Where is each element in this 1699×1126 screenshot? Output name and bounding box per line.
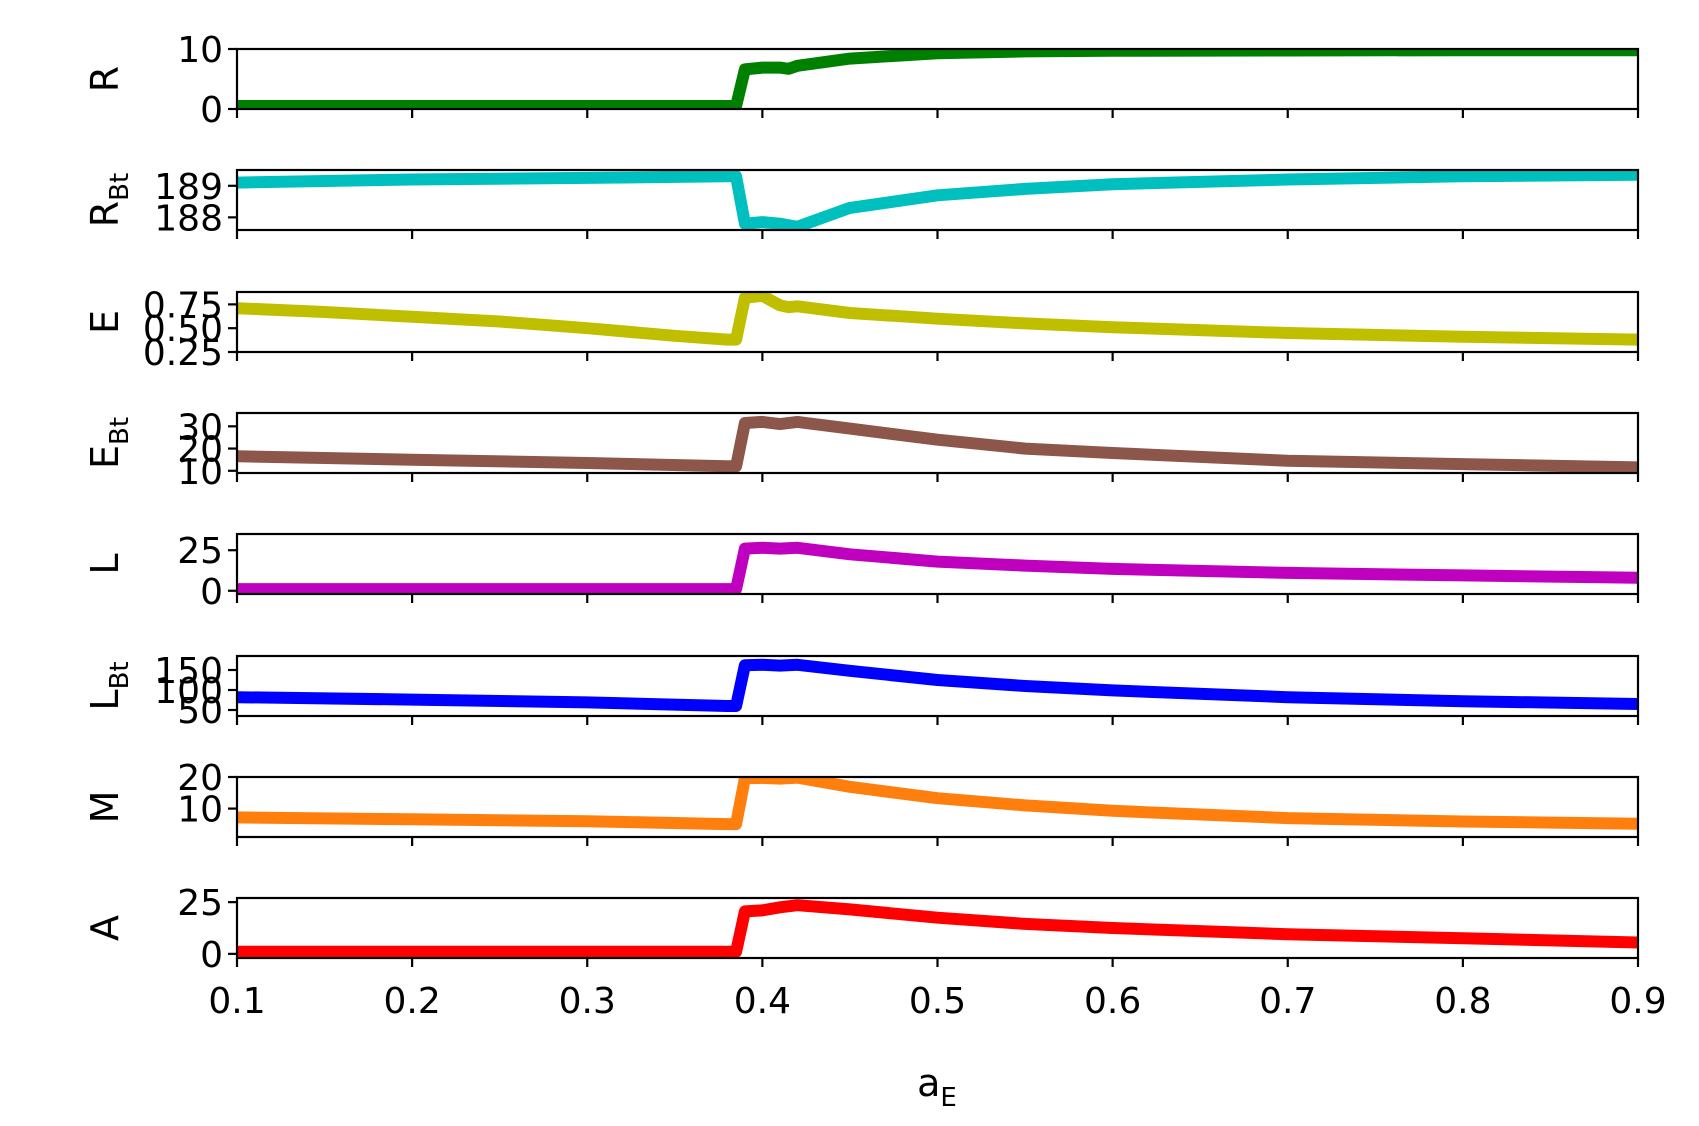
series-line-6 xyxy=(237,777,1638,831)
y-axis-label-sub: Bt xyxy=(105,173,135,201)
panel-0: 0 10 R xyxy=(83,30,1640,131)
y-tick-label: 30 xyxy=(177,407,223,448)
panel-7: 0 25 A xyxy=(83,883,1640,976)
x-tick-label: 0.8 xyxy=(1434,981,1491,1022)
series-line-1 xyxy=(237,170,1638,230)
y-axis-label-1: RBt xyxy=(83,173,135,227)
x-axis-label-sub: E xyxy=(940,1083,956,1113)
y-axis-label-5: LBt xyxy=(83,661,135,710)
series-line-5 xyxy=(237,658,1638,712)
x-tick-label: 0.3 xyxy=(559,981,616,1022)
y-tick-label: 25 xyxy=(177,531,223,572)
y-axis-label-main: R xyxy=(83,66,127,92)
y-tick-label: 0.50 xyxy=(143,309,223,350)
y-tick-label: 150 xyxy=(154,651,223,692)
y-axis-label-main: A xyxy=(83,915,127,941)
chart-panels: 010R188189RBt0.250.500.75E102030EBt025L5… xyxy=(83,30,1640,976)
x-tick-label: 0.9 xyxy=(1609,981,1666,1022)
y-tick-label: 0.75 xyxy=(143,285,223,326)
y-axis-label-sub: Bt xyxy=(105,417,135,445)
y-tick-label: 188 xyxy=(154,198,223,239)
x-tick-label: 0.4 xyxy=(734,981,791,1022)
x-tick-label: 0.6 xyxy=(1084,981,1141,1022)
y-tick-label: 10 xyxy=(177,790,223,831)
y-tick-label: 50 xyxy=(177,691,223,732)
x-axis-label-main: a xyxy=(917,1061,940,1105)
y-tick-label: 10 xyxy=(177,452,223,493)
y-axis-label-3: EBt xyxy=(83,417,135,469)
series-line-4 xyxy=(237,541,1638,594)
y-axis-label-6: M xyxy=(83,791,127,824)
x-axis-label: aE xyxy=(917,1061,957,1113)
y-tick-label: 25 xyxy=(177,883,223,924)
y-axis-label-main: M xyxy=(83,791,127,824)
y-axis-label-main: L xyxy=(83,689,127,710)
y-tick-label: 0 xyxy=(200,572,223,613)
panel-2: 0.250.500.75 E xyxy=(83,285,1640,374)
y-tick-label: 10 xyxy=(177,30,223,71)
x-tick-label: 0.2 xyxy=(383,981,440,1022)
series-line-3 xyxy=(237,415,1638,473)
y-axis-label-main: R xyxy=(83,201,127,227)
x-tick-label: 0.1 xyxy=(208,981,265,1022)
y-axis-label-main: E xyxy=(83,445,127,469)
y-axis-label-7: A xyxy=(83,915,127,941)
y-axis-label-4: L xyxy=(83,553,127,574)
panel-4: 025 L xyxy=(83,531,1640,613)
x-tick-label: 0.5 xyxy=(909,981,966,1022)
y-tick-label: 20 xyxy=(177,758,223,799)
x-axis: 0.1 0.2 0.3 0.4 0.5 0.6 0.7 0.8 0.9 xyxy=(208,981,1666,1022)
y-axis-label-main: E xyxy=(83,310,127,334)
y-tick-label: 20 xyxy=(177,430,223,471)
y-tick-label: 0 xyxy=(200,935,223,976)
y-tick-label: 0 xyxy=(200,90,223,131)
y-tick-label: 189 xyxy=(154,167,223,208)
series-line-2 xyxy=(237,292,1638,346)
y-axis-label-2: E xyxy=(83,310,127,334)
y-tick-label: 100 xyxy=(154,671,223,712)
series-line-0 xyxy=(237,49,1638,109)
y-axis-label-sub: Bt xyxy=(105,661,135,689)
series-line-7 xyxy=(237,899,1638,958)
x-tick-label: 0.7 xyxy=(1259,981,1316,1022)
y-axis-label-main: L xyxy=(83,553,127,574)
y-axis-label-0: R xyxy=(83,66,127,92)
y-tick-label: 0.25 xyxy=(143,333,223,374)
panel-frame xyxy=(235,775,1640,839)
